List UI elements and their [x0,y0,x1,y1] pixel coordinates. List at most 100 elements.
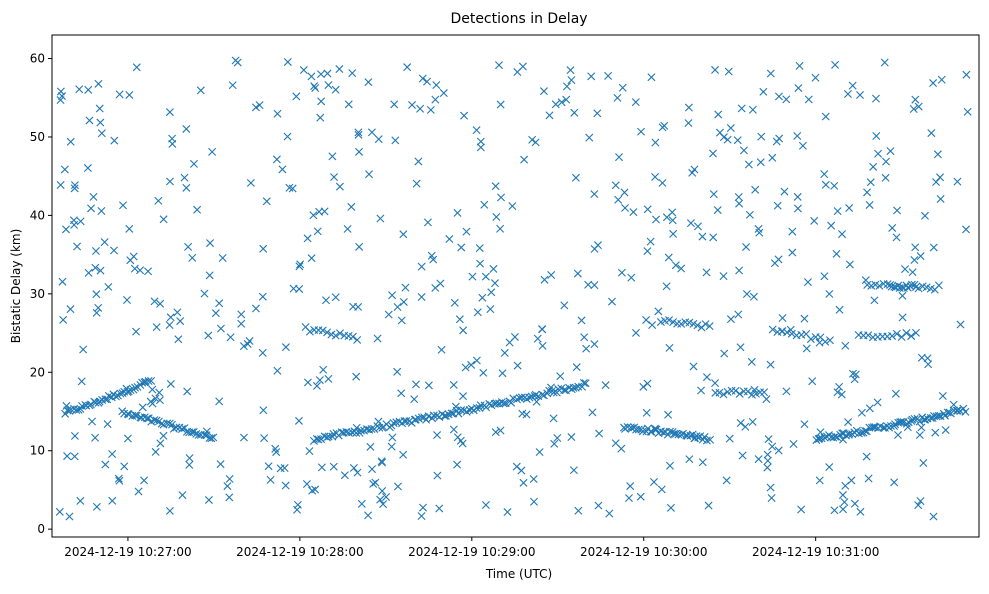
detection-point-cluster-mid-1 [898,283,907,292]
detection-point-background-clutter [251,103,260,112]
detection-point-background-clutter [66,137,75,146]
detection-point-background-clutter [702,373,711,382]
detection-point-background-clutter [815,476,824,485]
detection-point-track-e-rising [886,422,895,431]
detection-point-background-clutter [255,101,264,110]
detection-point-background-clutter [566,66,575,75]
detection-point-background-clutter [793,204,802,213]
detection-point-background-clutter [593,109,602,118]
detection-point-background-clutter [839,505,847,514]
detection-point-background-clutter [322,296,330,305]
detection-point-background-clutter [915,431,924,440]
detection-point-background-clutter [725,434,734,443]
detection-point-background-clutter [132,63,141,72]
detection-point-background-clutter [800,314,809,323]
detection-point-background-clutter [513,68,522,77]
detection-point-track-c-rising [525,393,534,402]
x-tick-label: 2024-12-19 10:31:00 [752,545,879,559]
detection-point-track-c-rising [433,411,442,420]
detection-point-cluster-mid-1 [911,328,920,337]
detection-point-background-clutter [295,284,304,293]
detection-point-background-clutter [898,313,907,322]
detection-point-background-clutter [777,327,786,336]
detection-point-track-d-falling [686,431,695,440]
detection-point-background-clutter [821,112,830,121]
detection-point-background-clutter [562,95,571,104]
detection-point-background-clutter [742,290,751,298]
detection-point-background-clutter [724,67,733,76]
detection-point-background-clutter [467,360,476,369]
detection-point-background-clutter [125,90,134,99]
y-tick-label: 10 [30,444,45,458]
detection-point-background-clutter [251,304,260,313]
detection-point-track-c-rising [475,403,484,412]
detection-point-background-clutter [262,197,271,206]
detection-point-background-clutter [778,313,787,322]
detection-point-background-clutter [319,365,328,374]
detection-point-background-clutter [833,388,842,397]
detection-point-background-clutter [949,400,958,409]
detection-point-track-a-rising [116,389,125,398]
detection-point-track-b-falling [167,420,176,429]
detection-point-track-d-falling [646,427,655,436]
detection-point-background-clutter [150,297,159,306]
detection-point-background-clutter [189,159,198,168]
detection-point-background-clutter [70,181,79,190]
detection-point-background-clutter [218,253,227,262]
detection-point-track-c-rising [507,398,516,407]
detection-point-background-clutter [472,126,481,135]
x-tick-label: 2024-12-19 10:30:00 [580,545,707,559]
detection-point-track-b-falling [172,423,181,432]
detection-point-background-clutter [665,343,674,352]
detection-point-background-clutter [355,242,364,251]
detection-point-background-clutter [911,243,920,252]
detection-point-background-clutter [349,463,358,472]
detection-point-background-clutter [693,222,702,231]
detection-point-background-clutter [720,349,729,358]
detection-point-background-clutter [538,341,547,350]
detection-point-background-clutter [412,179,421,188]
detection-point-background-clutter [911,95,920,104]
detection-point-background-clutter [917,423,926,432]
detection-point-background-clutter [200,289,209,298]
detection-point-track-e-rising [831,432,840,441]
detection-point-background-clutter [324,374,333,383]
detection-point-background-clutter [433,471,442,480]
detection-point-background-clutter [751,185,760,194]
detection-point-background-clutter [658,123,667,132]
detection-point-track-e-rising [897,417,906,426]
detection-point-background-clutter [449,425,458,434]
detection-point-background-clutter [468,272,477,281]
detection-point-background-clutter [757,132,766,141]
detection-point-background-clutter [916,497,925,506]
detection-point-background-clutter [335,182,344,191]
detection-point-background-clutter [733,136,742,145]
detection-point-background-clutter [354,130,363,139]
detection-point-background-clutter [584,280,593,289]
detection-point-background-clutter [841,341,850,350]
y-tick-label: 30 [30,287,45,301]
detection-point-background-clutter [331,293,340,302]
detection-point-background-clutter [490,279,499,288]
detection-point-background-clutter [355,147,364,156]
detection-point-background-clutter [762,395,771,404]
detection-point-background-clutter [540,275,549,284]
detection-point-background-clutter [668,216,677,225]
detection-point-background-clutter [851,370,860,379]
detection-point-background-clutter [226,333,235,342]
detection-point-background-clutter [92,502,101,511]
detection-point-background-clutter [264,462,273,471]
detection-point-background-clutter [223,482,232,491]
detection-point-background-clutter [594,501,603,510]
detection-point-background-clutter [553,434,562,442]
detection-point-background-clutter [862,452,871,461]
detection-point-background-clutter [748,417,757,426]
detection-point-background-clutter [741,422,750,431]
detection-point-background-clutter [938,391,947,400]
detection-point-background-clutter [532,397,541,406]
detection-point-background-clutter [843,89,852,98]
detection-point-cluster-mid-1 [826,336,834,345]
detection-point-background-clutter [305,447,314,456]
detection-point-background-clutter [324,81,333,90]
